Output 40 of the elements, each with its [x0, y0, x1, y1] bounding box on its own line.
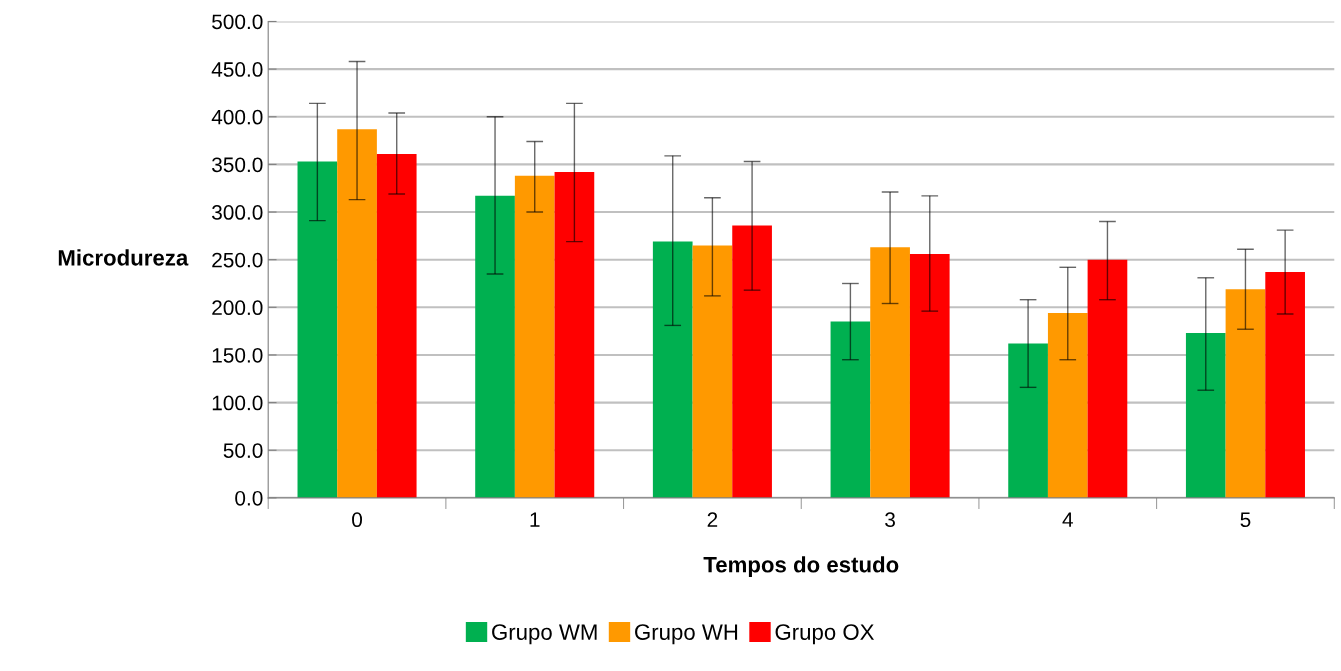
y-tick-label: 0.0	[235, 490, 263, 506]
bar	[732, 225, 772, 498]
bar	[1087, 259, 1128, 498]
y-tick-label: 450.0	[211, 62, 263, 77]
bar	[337, 129, 377, 498]
legend-label: Grupo OX	[775, 624, 875, 645]
bar	[554, 172, 595, 498]
bar	[1185, 333, 1226, 498]
y-tick-label: 200.0	[212, 300, 263, 316]
x-tick-label: 0	[352, 512, 363, 528]
x-tick-label: 1	[530, 512, 540, 527]
legend-label: Grupo WM	[492, 624, 597, 645]
bar	[1265, 272, 1305, 498]
bar	[376, 153, 417, 498]
y-tick-label: 400.0	[211, 109, 263, 125]
y-tick-label: 250.0	[212, 252, 263, 268]
bar	[475, 195, 515, 498]
x-tick-label: 5	[1240, 512, 1251, 528]
x-tick-label: 3	[885, 512, 895, 528]
x-tick-label: 4	[1062, 512, 1073, 527]
y-tick-label: 50.0	[223, 443, 263, 458]
bar	[1225, 289, 1266, 498]
bar	[692, 245, 733, 498]
y-tick-label: 150.0	[212, 347, 263, 363]
bar	[297, 161, 338, 498]
bar	[1047, 313, 1088, 498]
bar	[1008, 343, 1048, 498]
y-axis-title: Microdureza	[58, 249, 189, 266]
bar	[909, 253, 950, 498]
bar	[652, 241, 693, 498]
x-axis-title: Tempos do estudo	[703, 556, 899, 577]
legend-label: Grupo WH	[635, 624, 738, 645]
x-tick-label: 2	[707, 512, 718, 527]
bar	[870, 247, 910, 498]
y-tick-label: 350.0	[212, 157, 263, 173]
y-tick-label: 300.0	[212, 205, 263, 220]
bar	[830, 321, 871, 498]
y-tick-label: 500.0	[212, 14, 263, 30]
bar	[514, 175, 555, 498]
y-tick-label: 100.0	[212, 395, 263, 411]
